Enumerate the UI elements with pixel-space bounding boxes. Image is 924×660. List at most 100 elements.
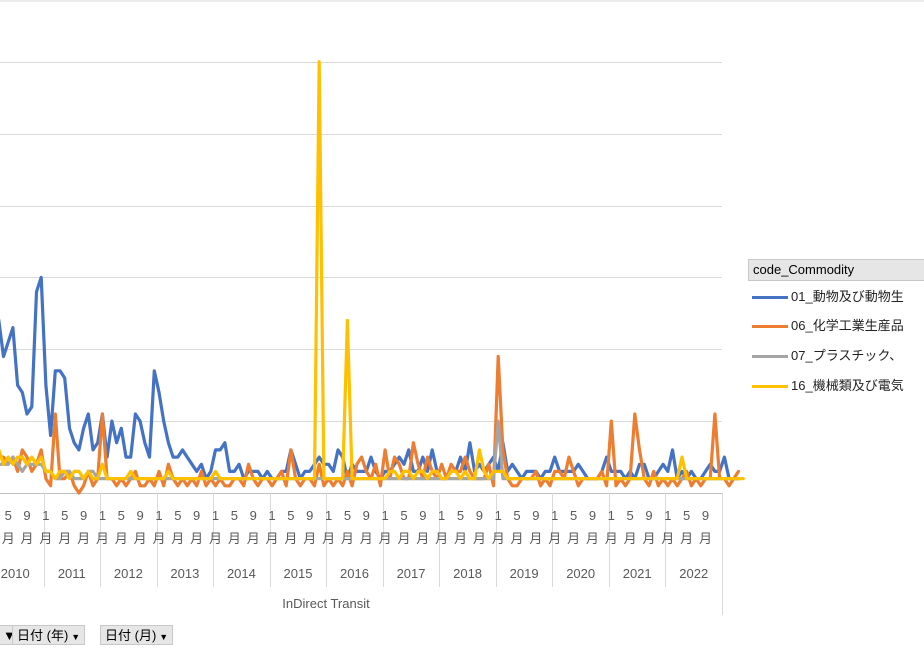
x-tick-label-month: 9 (419, 508, 426, 523)
x-tick-label-month: 5 (344, 508, 351, 523)
x-tick-label-month: 1 (664, 508, 671, 523)
x-tick-label-month-unit: 月 (284, 532, 297, 547)
x-tick-label-month: 1 (382, 508, 389, 523)
x-tick-label-month: 9 (137, 508, 144, 523)
x-tick-label-month: 5 (174, 508, 181, 523)
x-tick-label-month-unit: 月 (21, 532, 34, 547)
x-tick-label-month-unit: 月 (586, 532, 599, 547)
x-tick-label-month: 5 (627, 508, 634, 523)
x-tick-label-month-unit: 月 (454, 532, 467, 547)
x-tick-label-month-unit: 月 (303, 532, 316, 547)
x-tick-label-month-unit: 月 (397, 532, 410, 547)
x-tick-label-month: 1 (99, 508, 106, 523)
x-tick-label-month-unit: 月 (171, 532, 184, 547)
x-tick-label-month: 5 (683, 508, 690, 523)
x-tick-label-year: 2016 (340, 566, 369, 581)
x-tick-label-month: 9 (645, 508, 652, 523)
x-tick-label-year: 2013 (170, 566, 199, 581)
x-tick-label-month-unit: 月 (548, 532, 561, 547)
x-tick-label-month: 9 (80, 508, 87, 523)
x-tick-label-year: 2021 (623, 566, 652, 581)
x-tick-label-month: 9 (193, 508, 200, 523)
x-tick-label-year: 2019 (510, 566, 539, 581)
x-tick-label-month: 5 (5, 508, 12, 523)
x-tick-label-month: 9 (23, 508, 30, 523)
legend-swatch-series-1 (752, 296, 788, 300)
legend-item-series-4[interactable]: 16_機械類及び電気 (752, 376, 904, 396)
x-tick-label-month-unit: 月 (228, 532, 241, 547)
x-tick-label-month: 9 (476, 508, 483, 523)
legend-label-series-3: 07_プラスチック、 (791, 348, 903, 363)
x-tick-label-month-unit: 月 (605, 532, 618, 547)
x-tick-label-month-unit: 月 (134, 532, 147, 547)
x-tick-label-month: 1 (551, 508, 558, 523)
x-tick-label-month: 1 (438, 508, 445, 523)
x-tick-label-month: 1 (608, 508, 615, 523)
x-tick-label-month: 5 (287, 508, 294, 523)
x-tick-label-year: 2022 (679, 566, 708, 581)
legend-title[interactable]: code_Commodity (748, 259, 924, 281)
x-tick-label-year: 2020 (566, 566, 595, 581)
x-tick-label-month-unit: 月 (379, 532, 392, 547)
x-tick-label-month: 9 (363, 508, 370, 523)
legend-item-series-1[interactable]: 01_動物及び動物生 (752, 287, 904, 307)
x-tick-label-month-unit: 月 (642, 532, 655, 547)
x-tick-label-month-unit: 月 (266, 532, 279, 547)
x-tick-label-month: 5 (513, 508, 520, 523)
chevron-down-icon: ▼ (71, 632, 81, 642)
x-tick-label-month-unit: 月 (209, 532, 222, 547)
x-tick-label-month-unit: 月 (529, 532, 542, 547)
x-tick-label-month: 5 (231, 508, 238, 523)
x-tick-label-month-unit: 月 (152, 532, 165, 547)
x-tick-label-month-unit: 月 (567, 532, 580, 547)
x-axis-title: InDirect Transit (282, 596, 370, 611)
x-tick-label-month-unit: 月 (360, 532, 373, 547)
x-tick-label-month-unit: 月 (77, 532, 90, 547)
x-tick-label-month-unit: 月 (511, 532, 524, 547)
x-tick-label-month-unit: 月 (39, 532, 52, 547)
x-tick-label-month-unit: 月 (247, 532, 260, 547)
series-line-2 (0, 354, 741, 495)
x-tick-label-month-unit: 月 (492, 532, 505, 547)
legend-swatch-series-2 (752, 325, 788, 329)
x-tick-label-month-unit: 月 (624, 532, 637, 547)
legend-label-series-2: 06_化学工業生産品 (791, 318, 904, 333)
x-tick-label-month: 9 (532, 508, 539, 523)
x-tick-label-year: 2015 (284, 566, 313, 581)
x-tick-label-year: 2011 (58, 566, 86, 581)
chevron-down-icon: ▼ (159, 632, 169, 642)
x-tick-label-month: 5 (118, 508, 125, 523)
x-tick-label-month-unit: 月 (680, 532, 693, 547)
x-tick-label-month-unit: 月 (661, 532, 674, 547)
x-tick-label-month: 9 (702, 508, 709, 523)
x-tick-label-month-unit: 月 (435, 532, 448, 547)
legend-label-series-1: 01_動物及び動物生 (791, 289, 904, 304)
legend-swatch-series-4 (752, 385, 788, 389)
x-tick-label-month: 5 (457, 508, 464, 523)
x-tick-label-month: 1 (495, 508, 502, 523)
x-tick-label-month: 1 (268, 508, 275, 523)
x-tick-label-month-unit: 月 (115, 532, 128, 547)
legend-item-series-2[interactable]: 06_化学工業生産品 (752, 316, 904, 336)
x-tick-label-year: 2012 (114, 566, 143, 581)
x-tick-label-month-unit: 月 (2, 532, 15, 547)
x-tick-label-year: 2010 (1, 566, 30, 581)
x-tick-label-month-unit: 月 (473, 532, 486, 547)
x-tick-label-month: 1 (155, 508, 162, 523)
x-tick-label-month: 9 (306, 508, 313, 523)
field-button-year[interactable]: 日付 (年) ▼ (12, 625, 86, 645)
x-tick-label-month-unit: 月 (341, 532, 354, 547)
x-tick-label-month: 5 (61, 508, 68, 523)
legend-item-series-3[interactable]: 07_プラスチック、 (752, 346, 902, 366)
x-tick-label-month-unit: 月 (96, 532, 109, 547)
x-tick-label-month-unit: 月 (58, 532, 71, 547)
x-tick-label-month: 9 (250, 508, 257, 523)
x-tick-label-month: 1 (325, 508, 332, 523)
field-button-year-label: 日付 (年) (17, 628, 69, 643)
series-line-1 (0, 275, 741, 481)
x-tick-label-year: 2014 (227, 566, 256, 581)
x-tick-label-month: 5 (400, 508, 407, 523)
legend-swatch-series-3 (752, 355, 788, 359)
field-button-month[interactable]: 日付 (月) ▼ (100, 625, 174, 645)
